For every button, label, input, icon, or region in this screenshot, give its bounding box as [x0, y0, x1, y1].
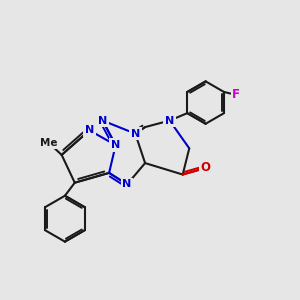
Text: N: N — [131, 129, 140, 139]
Text: Me: Me — [40, 137, 57, 148]
Text: N: N — [122, 179, 132, 189]
Text: N: N — [98, 116, 107, 126]
Text: N: N — [165, 116, 174, 126]
Text: N: N — [85, 125, 94, 135]
Text: N: N — [111, 140, 120, 150]
Text: F: F — [232, 88, 240, 101]
Text: O: O — [201, 161, 211, 175]
